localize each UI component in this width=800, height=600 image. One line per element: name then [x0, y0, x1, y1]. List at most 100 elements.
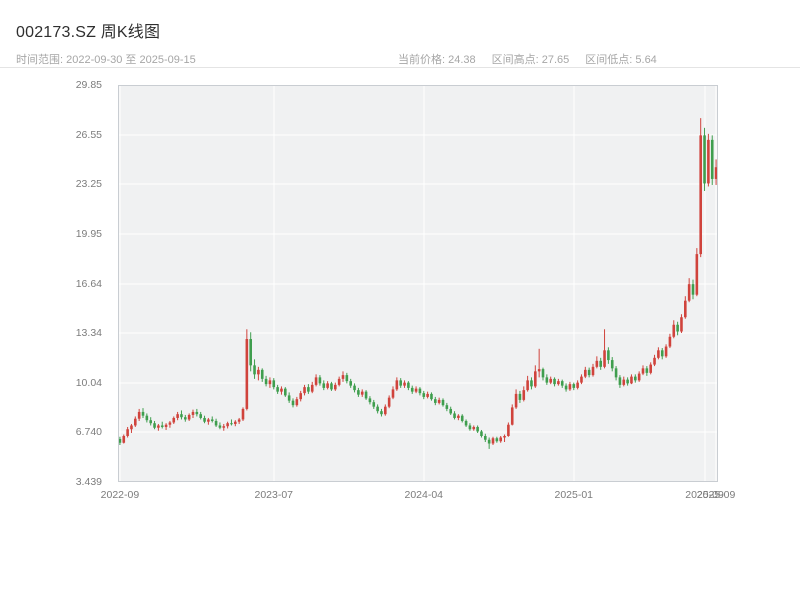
candle	[687, 278, 691, 303]
candle	[384, 404, 387, 416]
candle	[137, 408, 141, 421]
candle	[453, 411, 456, 420]
x-axis: 2022-09 2023-07 2024-04 2025-01 2025-09 2025-…	[101, 489, 736, 505]
range-low-label: 区间低点: 5.64	[585, 54, 657, 66]
candle	[141, 408, 145, 418]
candle	[676, 321, 679, 336]
candle	[410, 385, 414, 394]
candle	[122, 434, 126, 444]
y-tick-label: 6.740	[75, 426, 102, 439]
candle	[699, 118, 702, 258]
y-tick-label: 13.34	[75, 327, 102, 340]
candle	[457, 414, 460, 421]
candle	[334, 382, 337, 391]
candle	[645, 366, 649, 376]
candle	[499, 435, 502, 443]
candle	[522, 386, 526, 402]
candle	[672, 320, 676, 339]
candle	[518, 390, 522, 403]
candle	[264, 375, 268, 387]
candle	[257, 366, 260, 381]
y-tick-label: 16.64	[75, 277, 102, 290]
candle	[668, 333, 672, 349]
candle	[695, 248, 699, 297]
candle	[295, 396, 299, 407]
candle	[684, 296, 687, 319]
candle	[634, 374, 637, 383]
candle	[349, 378, 352, 388]
candle	[376, 404, 379, 414]
candle	[368, 396, 372, 405]
candle	[214, 418, 218, 427]
candle	[153, 420, 156, 430]
candle	[495, 436, 499, 443]
candle	[664, 344, 668, 358]
candle	[399, 378, 402, 388]
candle	[272, 378, 276, 390]
candle	[653, 354, 656, 367]
candle	[691, 279, 695, 300]
candle	[599, 357, 602, 370]
candle	[445, 402, 449, 412]
candle	[418, 387, 422, 396]
candle	[126, 426, 129, 438]
candle	[541, 367, 545, 381]
candle	[245, 329, 249, 411]
candle	[414, 386, 418, 394]
candle	[491, 436, 495, 446]
candle	[199, 411, 202, 420]
candle	[387, 395, 391, 409]
candle	[357, 387, 360, 397]
candle	[437, 397, 441, 405]
candle	[157, 423, 160, 431]
candle	[314, 374, 318, 387]
candle	[180, 410, 183, 420]
gridlines	[118, 85, 718, 482]
candle	[145, 413, 149, 423]
page-title: 002173.SZ 周K线图	[16, 24, 161, 41]
k-line-chart-canvas	[118, 85, 718, 482]
candle	[680, 314, 683, 334]
candle	[626, 377, 629, 386]
candle	[618, 375, 622, 388]
candle	[353, 383, 356, 393]
candle	[526, 375, 529, 392]
candle	[303, 384, 306, 396]
candle	[372, 399, 376, 409]
candle	[268, 377, 272, 388]
candle	[610, 357, 614, 372]
candle	[164, 423, 168, 430]
candle	[241, 407, 245, 421]
candle	[195, 408, 199, 417]
y-tick-label: 26.55	[75, 128, 102, 141]
candle	[422, 390, 426, 400]
candle	[557, 378, 560, 386]
candle	[637, 371, 641, 382]
candle	[530, 377, 533, 390]
candle	[514, 389, 518, 409]
x-tick-label: 2025-01	[554, 489, 594, 501]
candle	[299, 390, 302, 402]
candle	[160, 421, 164, 429]
current-price-label: 当前价格: 24.38	[398, 54, 476, 66]
candle	[472, 425, 476, 431]
candle	[207, 417, 210, 425]
candle	[253, 359, 256, 379]
candle	[403, 380, 406, 388]
candle	[345, 372, 349, 384]
candle	[487, 437, 491, 449]
candle	[603, 329, 606, 369]
candle	[407, 381, 410, 391]
candle	[260, 368, 264, 382]
candle	[118, 436, 122, 446]
candle	[230, 419, 233, 426]
candle	[630, 374, 633, 385]
candle	[280, 386, 283, 395]
candle	[341, 371, 345, 382]
candle	[330, 381, 333, 391]
candle	[507, 422, 510, 437]
candle	[430, 392, 433, 401]
candle	[584, 366, 587, 379]
candle	[595, 356, 599, 369]
candle	[276, 384, 279, 394]
